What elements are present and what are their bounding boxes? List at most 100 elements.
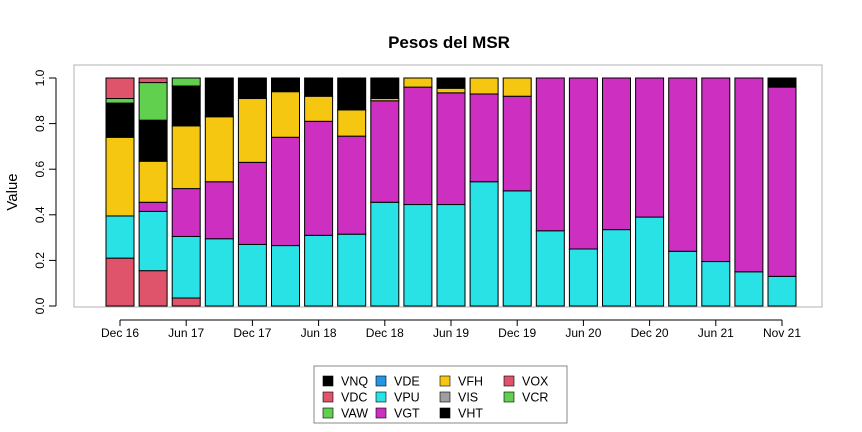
bar-segment-vpu bbox=[701, 261, 731, 307]
bar-segment-vpu bbox=[535, 230, 565, 307]
bar-segment-vgt bbox=[635, 77, 665, 218]
bar-segment-vox bbox=[105, 257, 135, 307]
legend-label: VPU bbox=[394, 391, 420, 405]
bar-segment-vgt bbox=[403, 86, 433, 206]
plot-frame bbox=[73, 64, 823, 308]
bar-segment-vnq bbox=[271, 77, 300, 93]
legend-swatch bbox=[503, 375, 515, 387]
bar-stack bbox=[138, 77, 168, 307]
y-tick-label: 0.6 bbox=[33, 161, 47, 178]
bar-segment-vnq bbox=[237, 77, 267, 100]
x-tick-label: Jun 19 bbox=[433, 326, 469, 340]
bar-segment-vgt bbox=[337, 135, 367, 235]
bar-stack bbox=[337, 77, 367, 307]
bar-segment-vnq bbox=[304, 77, 334, 97]
bar-stack bbox=[635, 77, 665, 307]
y-tick-label: 0.4 bbox=[33, 206, 47, 223]
legend-box bbox=[313, 365, 568, 424]
bar-segment-vpu bbox=[635, 216, 665, 307]
legend-swatch bbox=[375, 391, 387, 403]
bar-segment-vpu bbox=[767, 275, 797, 307]
legend-swatch bbox=[503, 391, 515, 403]
x-tick-label: Jun 18 bbox=[301, 326, 337, 340]
bar-segment-vgt bbox=[568, 77, 598, 250]
x-tick-label: Dec 19 bbox=[498, 326, 536, 340]
legend-label: VNQ bbox=[341, 375, 368, 389]
bar-segment-vfh bbox=[171, 125, 201, 190]
bar-segment-vgt bbox=[204, 181, 234, 240]
bar-stack bbox=[701, 77, 731, 307]
legend-label: VOX bbox=[522, 375, 549, 389]
bar-segment-vgt bbox=[469, 93, 499, 183]
bar-segment-vgt bbox=[436, 92, 466, 206]
legend-swatch bbox=[375, 407, 387, 419]
bar-segment-vpu bbox=[502, 190, 532, 307]
bar-stack bbox=[370, 77, 400, 307]
bar-segment-vfh bbox=[204, 116, 234, 183]
y-axis: 0.0 0.2 0.4 0.6 0.8 1.0 bbox=[33, 69, 57, 314]
bar-segment-vfh bbox=[304, 95, 334, 122]
bar-segment-vpu bbox=[271, 245, 300, 307]
bar-segment-vnq bbox=[204, 77, 234, 118]
legend-swatch bbox=[439, 391, 451, 403]
bar-stack bbox=[271, 77, 300, 307]
x-tick-label: Jun 21 bbox=[698, 326, 734, 340]
bar-segment-vfh bbox=[138, 160, 168, 203]
bar-segment-vht bbox=[767, 77, 797, 88]
bar-stack bbox=[568, 77, 598, 307]
bar-segment-vox bbox=[171, 297, 201, 307]
x-tick-label: Dec 20 bbox=[631, 326, 669, 340]
bar-segment-vfh bbox=[105, 136, 135, 217]
bar-stack bbox=[668, 77, 698, 307]
bar-segment-vpu bbox=[171, 235, 201, 299]
bar-segment-vgt bbox=[171, 188, 201, 237]
bar-segment-vgt bbox=[668, 77, 698, 252]
bar-segment-vgt bbox=[237, 161, 267, 245]
bar-segment-vgt bbox=[502, 95, 532, 192]
legend-label: VAW bbox=[341, 407, 368, 421]
bar-segment-vgt bbox=[304, 120, 334, 236]
legend-swatch bbox=[439, 375, 451, 387]
bar-segment-vpu bbox=[204, 238, 234, 307]
bar-segment-vnq bbox=[171, 85, 201, 127]
bars-layer bbox=[105, 77, 797, 307]
bar-segment-vnq bbox=[337, 77, 367, 111]
legend-label: VDE bbox=[394, 375, 420, 389]
bar-segment-vnq bbox=[105, 102, 135, 138]
bar-segment-vaw bbox=[171, 77, 201, 87]
legend-label: VIS bbox=[458, 391, 478, 405]
bar-segment-vfh bbox=[502, 77, 532, 97]
legend-swatch bbox=[322, 391, 334, 403]
bar-segment-vdc bbox=[105, 77, 135, 100]
bar-segment-vfh bbox=[271, 91, 300, 138]
bar-segment-vpu bbox=[105, 215, 135, 259]
bar-segment-vpu bbox=[436, 204, 466, 307]
bar-segment-vgt bbox=[138, 201, 168, 212]
x-tick-label: Dec 18 bbox=[366, 326, 404, 340]
bar-stack bbox=[403, 77, 433, 307]
bar-segment-vfh bbox=[337, 109, 367, 137]
bar-segment-vfh bbox=[469, 77, 499, 95]
bar-segment-vpu bbox=[668, 250, 698, 307]
bar-segment-vaw bbox=[105, 98, 135, 104]
bar-stack bbox=[304, 77, 334, 307]
bar-segment-vfh bbox=[237, 98, 267, 163]
bar-segment-vpu bbox=[734, 271, 764, 307]
bar-segment-vgt bbox=[602, 77, 631, 231]
legend-swatch bbox=[375, 375, 387, 387]
y-axis-label: Value bbox=[4, 173, 21, 210]
bar-stack bbox=[502, 77, 532, 307]
y-tick-label: 0.2 bbox=[33, 252, 47, 269]
x-tick-label: Jun 17 bbox=[168, 326, 204, 340]
bar-segment-vgt bbox=[734, 77, 764, 273]
bar-segment-vfh bbox=[436, 87, 466, 94]
bar-segment-vgt bbox=[535, 77, 565, 232]
legend-label: VGT bbox=[394, 407, 420, 421]
bar-stack bbox=[767, 77, 797, 307]
legend-swatch bbox=[322, 375, 334, 387]
legend: VNQ VDC VAW VDE VPU VGT VFH VIS VHT VOX VCR bbox=[313, 365, 568, 424]
y-tick-label: 0.8 bbox=[33, 115, 47, 132]
bar-segment-vpu bbox=[138, 210, 168, 272]
bar-stack bbox=[602, 77, 631, 307]
